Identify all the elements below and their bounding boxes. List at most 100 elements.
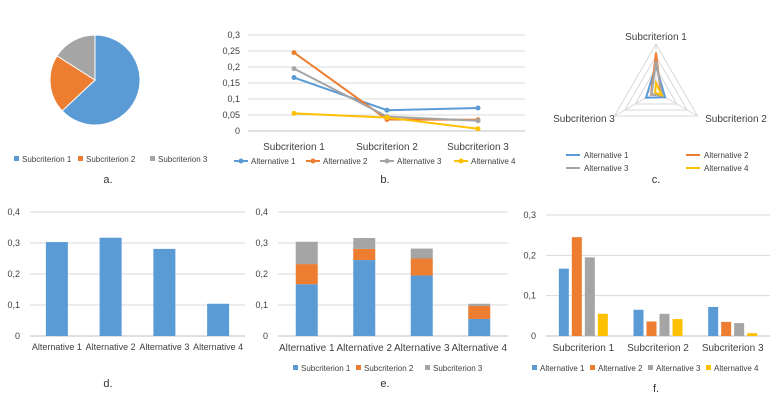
legend-swatch	[356, 365, 361, 370]
legend-label: Alternative 2	[704, 151, 749, 160]
legend-label: Alternative 4	[714, 364, 759, 373]
legend-swatch	[14, 156, 19, 161]
y-tick-label: 0,2	[523, 250, 536, 260]
legend-label: Alternative 3	[656, 364, 701, 373]
caption: d.	[103, 378, 112, 390]
legend-label: Subcriterion 2	[364, 364, 414, 373]
caption: f.	[653, 383, 659, 395]
legend-label: Subcriterion 1	[301, 364, 351, 373]
bar	[99, 237, 122, 336]
legend-swatch	[425, 365, 430, 370]
data-point	[384, 107, 390, 113]
y-tick-label: 0,2	[7, 269, 20, 279]
bar	[659, 313, 670, 336]
data-point	[384, 115, 390, 121]
legend-marker	[384, 158, 390, 164]
x-tick-label: Subcriterion 2	[627, 343, 689, 354]
bar-segment	[468, 318, 491, 336]
y-tick-label: 0,1	[7, 300, 20, 310]
y-tick-label: 0	[263, 331, 268, 341]
bar-segment	[468, 305, 491, 319]
bar	[708, 306, 719, 336]
data-point	[291, 50, 297, 56]
y-tick-label: 0	[531, 331, 536, 341]
radar-grid	[613, 42, 699, 117]
x-tick-label: Alternative 3	[139, 342, 189, 352]
legend-label: Alternative 3	[584, 164, 629, 173]
data-point	[475, 118, 481, 124]
y-tick-label: 0	[15, 331, 20, 341]
bar	[646, 321, 657, 336]
x-tick-label: Subcriterion 3	[702, 343, 764, 354]
bar-segment	[468, 303, 491, 306]
x-tick-label: Subcriterion 3	[447, 142, 509, 153]
series-line	[293, 67, 479, 122]
caption: c.	[652, 174, 661, 186]
legend-label: Subcriterion 3	[158, 155, 208, 164]
legend-label: Alternative 1	[540, 364, 585, 373]
radar-axis-label: Subcriterion 1	[625, 32, 687, 43]
bar	[207, 303, 230, 336]
bar	[721, 321, 732, 336]
y-tick-label: 0,3	[523, 210, 536, 220]
x-tick-label: Subcriterion 1	[552, 343, 614, 354]
radar-series	[653, 79, 664, 98]
caption: e.	[380, 378, 389, 390]
y-tick-label: 0,15	[222, 78, 240, 88]
y-tick-label: 0,2	[227, 62, 240, 72]
y-tick-label: 0,4	[255, 207, 268, 217]
bar	[153, 248, 176, 336]
x-tick-label: Alternative 1	[279, 343, 335, 354]
legend-label: Subcriterion 1	[22, 155, 72, 164]
bar-segment	[295, 284, 318, 336]
y-tick-label: 0,2	[255, 269, 268, 279]
y-tick-label: 0,1	[227, 94, 240, 104]
bar	[571, 237, 582, 336]
y-tick-label: 0,4	[7, 207, 20, 217]
bar-segment	[353, 248, 376, 261]
caption: a.	[103, 174, 112, 186]
bar	[747, 333, 758, 336]
pie-chart-a: Subcriterion 1 Subcriterion 2 Subcriterion…	[14, 34, 208, 186]
x-tick-label: Alternative 4	[451, 343, 507, 354]
legend-label: Alternative 1	[251, 157, 296, 166]
radar-chart-c: Subcriterion 1 Subcriterion 2 Subcriterion…	[553, 32, 767, 186]
y-tick-label: 0,25	[222, 46, 240, 56]
legend-marker	[458, 158, 464, 164]
legend-marker	[310, 158, 316, 164]
bar-segment	[295, 264, 318, 285]
legend-label: Subcriterion 2	[86, 155, 136, 164]
data-point	[291, 110, 297, 116]
y-tick-label: 0,05	[222, 110, 240, 120]
bar-segment	[295, 241, 318, 265]
bar-segment	[410, 275, 433, 336]
y-tick-label: 0,3	[227, 30, 240, 40]
legend-label: Alternative 1	[584, 151, 629, 160]
legend-label: Alternative 4	[471, 157, 516, 166]
bar-segment	[353, 238, 376, 249]
bar-segment	[410, 248, 433, 259]
legend-marker	[238, 158, 244, 164]
bar	[584, 257, 595, 336]
y-tick-label: 0,3	[7, 238, 20, 248]
data-point	[475, 126, 481, 132]
y-tick-label: 0,3	[255, 238, 268, 248]
bar	[734, 323, 745, 336]
bar-segment	[410, 258, 433, 276]
radar-series	[650, 60, 664, 97]
legend-swatch	[150, 156, 155, 161]
data-point	[291, 75, 297, 81]
radar-grid	[623, 55, 689, 111]
legend-label: Alternative 2	[323, 157, 368, 166]
x-tick-label: Alternative 3	[394, 343, 450, 354]
radar-grid	[634, 66, 678, 105]
x-tick-label: Alternative 4	[193, 342, 243, 352]
radar-spoke	[614, 91, 657, 117]
y-tick-label: 0,1	[523, 291, 536, 301]
y-tick-label: 0,1	[255, 300, 268, 310]
x-tick-label: Alternative 2	[336, 343, 392, 354]
grouped-bar-chart-f: 0 0,1 0,2 0,3 Subcriterion 1 Subcriterion 2 Su…	[523, 210, 770, 395]
